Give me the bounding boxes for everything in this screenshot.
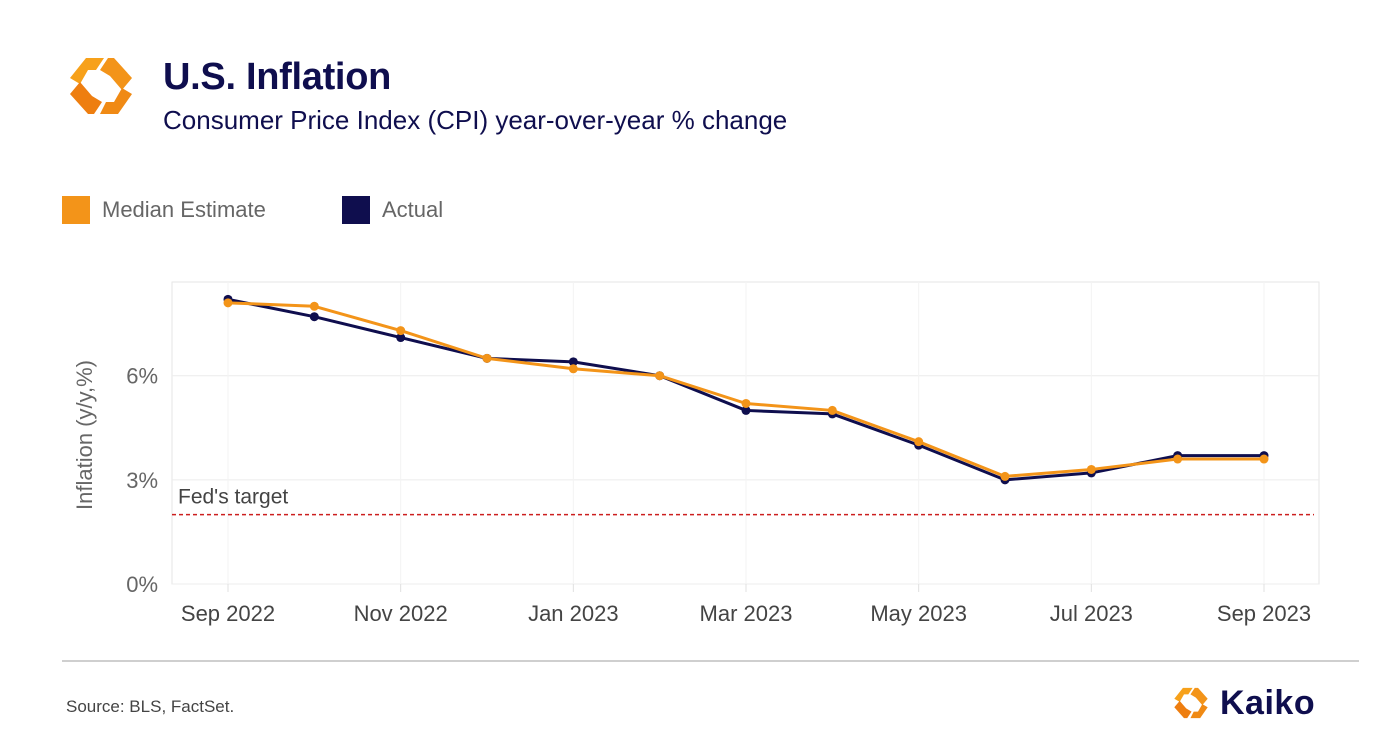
legend-swatch-actual — [342, 196, 370, 224]
footer-divider — [62, 660, 1359, 662]
inflation-line-chart: 0% 3% 6% Sep 2022 Nov 2022 Jan 2023 Mar 2023 Ma… — [72, 281, 1320, 626]
point-median-estimate-oct-2022 — [309, 301, 319, 311]
x-tick-label-jul-2023: Jul 2023 — [1050, 601, 1133, 626]
y-axis-label: Inflation (y/y,%) — [72, 360, 97, 510]
kaiko-logo-icon — [70, 58, 132, 114]
point-median-estimate-aug-2023 — [1173, 454, 1183, 464]
point-actual-oct-2022 — [309, 312, 319, 322]
y-tick-label-3: 3% — [126, 468, 158, 493]
kaiko-brand-icon — [1174, 687, 1208, 719]
point-median-estimate-may-2023 — [914, 437, 924, 447]
point-median-estimate-sep-2023 — [1259, 454, 1269, 464]
point-median-estimate-sep-2022 — [223, 298, 233, 308]
fed-target-label: Fed's target — [178, 486, 288, 509]
y-tick-label-0: 0% — [126, 572, 158, 597]
source-note: Source: BLS, FactSet. — [66, 697, 235, 716]
x-tick-label-may-2023: May 2023 — [870, 601, 967, 626]
point-actual-mar-2023 — [741, 405, 751, 415]
x-tick-label-jan-2023: Jan 2023 — [528, 601, 619, 626]
brand-mark: Kaiko — [1170, 683, 1315, 723]
point-actual-nov-2022 — [396, 333, 406, 343]
point-median-estimate-jan-2023 — [568, 364, 578, 374]
point-actual-jan-2023 — [568, 357, 578, 367]
legend-item-actual: Actual — [342, 196, 443, 224]
y-tick-label-6: 6% — [126, 364, 158, 389]
legend-label-actual: Actual — [382, 197, 444, 222]
x-tick-label-sep-2023: Sep 2023 — [1217, 601, 1311, 626]
point-median-estimate-mar-2023 — [741, 398, 751, 408]
legend-swatch-median-estimate — [62, 196, 90, 224]
page-title: U.S. Inflation — [163, 56, 392, 98]
x-tick-label-sep-2022: Sep 2022 — [181, 601, 275, 626]
point-median-estimate-jul-2023 — [1086, 464, 1096, 474]
legend-item-median-estimate: Median Estimate — [62, 196, 266, 224]
point-median-estimate-dec-2022 — [482, 353, 492, 363]
legend-label-median-estimate: Median Estimate — [102, 197, 266, 222]
point-median-estimate-nov-2022 — [396, 326, 406, 336]
point-median-estimate-feb-2023 — [655, 371, 665, 381]
x-tick-label-nov-2022: Nov 2022 — [354, 601, 448, 626]
page-subtitle: Consumer Price Index (CPI) year-over-yea… — [163, 105, 788, 135]
x-tick-label-mar-2023: Mar 2023 — [700, 601, 793, 626]
point-median-estimate-jun-2023 — [1000, 471, 1010, 481]
point-median-estimate-apr-2023 — [827, 405, 837, 415]
brand-name: Kaiko — [1220, 683, 1316, 722]
